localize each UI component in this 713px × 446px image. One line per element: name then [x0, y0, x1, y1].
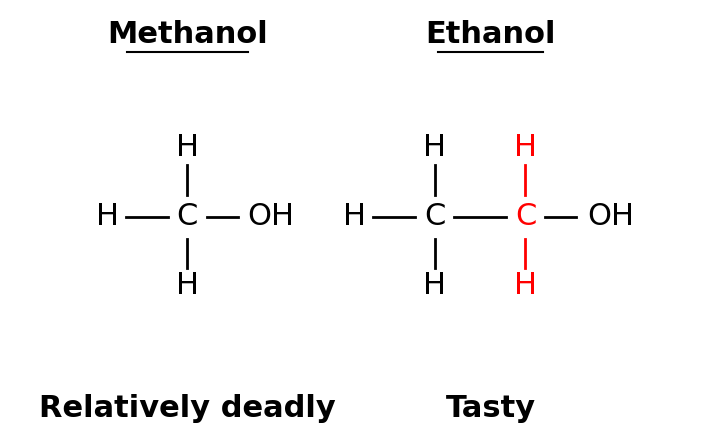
- Text: C: C: [515, 202, 536, 231]
- Text: OH: OH: [587, 202, 634, 231]
- Text: Methanol: Methanol: [107, 20, 267, 49]
- Text: Ethanol: Ethanol: [426, 20, 556, 49]
- Text: H: H: [514, 133, 537, 162]
- Text: H: H: [96, 202, 118, 231]
- Text: H: H: [176, 133, 199, 162]
- Text: H: H: [176, 272, 199, 301]
- Text: Tasty: Tasty: [446, 394, 535, 423]
- Text: H: H: [424, 133, 446, 162]
- Text: C: C: [177, 202, 198, 231]
- Text: H: H: [514, 272, 537, 301]
- Text: OH: OH: [247, 202, 294, 231]
- Text: H: H: [343, 202, 366, 231]
- Text: C: C: [424, 202, 446, 231]
- Text: H: H: [424, 272, 446, 301]
- Text: Relatively deadly: Relatively deadly: [39, 394, 336, 423]
